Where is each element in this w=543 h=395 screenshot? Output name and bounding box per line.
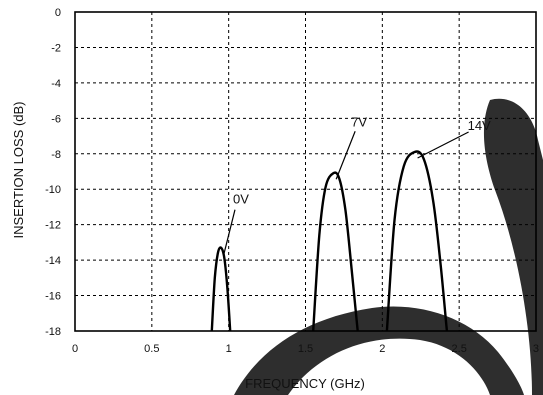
curve-labels: 0V 7V 14V	[223, 114, 491, 254]
x-tick-label: 2.5	[452, 343, 467, 355]
curve-label: 0V	[233, 192, 249, 207]
x-tick-label: 1.5	[298, 343, 313, 355]
x-axis-label: FREQUENCY (GHz)	[245, 376, 365, 391]
y-axis-label: INSERTION LOSS (dB)	[11, 101, 26, 238]
x-tick-label: 3	[533, 343, 539, 355]
y-tick-label: -6	[51, 113, 61, 125]
x-tick-label: 1	[226, 343, 232, 355]
curve-0v	[210, 246, 232, 332]
y-tick-label: -12	[45, 220, 61, 232]
x-axis-ticks: 0 0.5 1 1.5 2 2.5 3	[72, 343, 539, 355]
watermark-logo	[234, 98, 543, 395]
y-tick-label: -10	[45, 184, 61, 196]
y-axis-ticks: 0 -2 -4 -6 -8 -10 -12 -14 -16 -18	[45, 7, 61, 338]
y-tick-label: -8	[51, 149, 61, 161]
curves	[210, 150, 449, 332]
x-tick-label: 0	[72, 343, 78, 355]
leader-line	[417, 131, 469, 159]
x-tick-label: 2	[379, 343, 385, 355]
y-tick-label: -2	[51, 42, 61, 54]
x-tick-label: 0.5	[144, 343, 159, 355]
curve-label: 14V	[468, 118, 491, 133]
curve-label: 7V	[351, 114, 367, 129]
plot-frame	[74, 11, 537, 332]
y-tick-label: -18	[45, 326, 61, 338]
grid	[75, 12, 536, 331]
y-tick-label: -4	[51, 78, 61, 90]
curve-7v	[312, 171, 359, 332]
curve-14v	[385, 150, 449, 332]
leader-line	[335, 131, 356, 180]
leader-line	[223, 209, 236, 254]
y-tick-label: -14	[45, 255, 61, 267]
y-tick-label: 0	[55, 7, 61, 19]
y-tick-label: -16	[45, 291, 61, 303]
